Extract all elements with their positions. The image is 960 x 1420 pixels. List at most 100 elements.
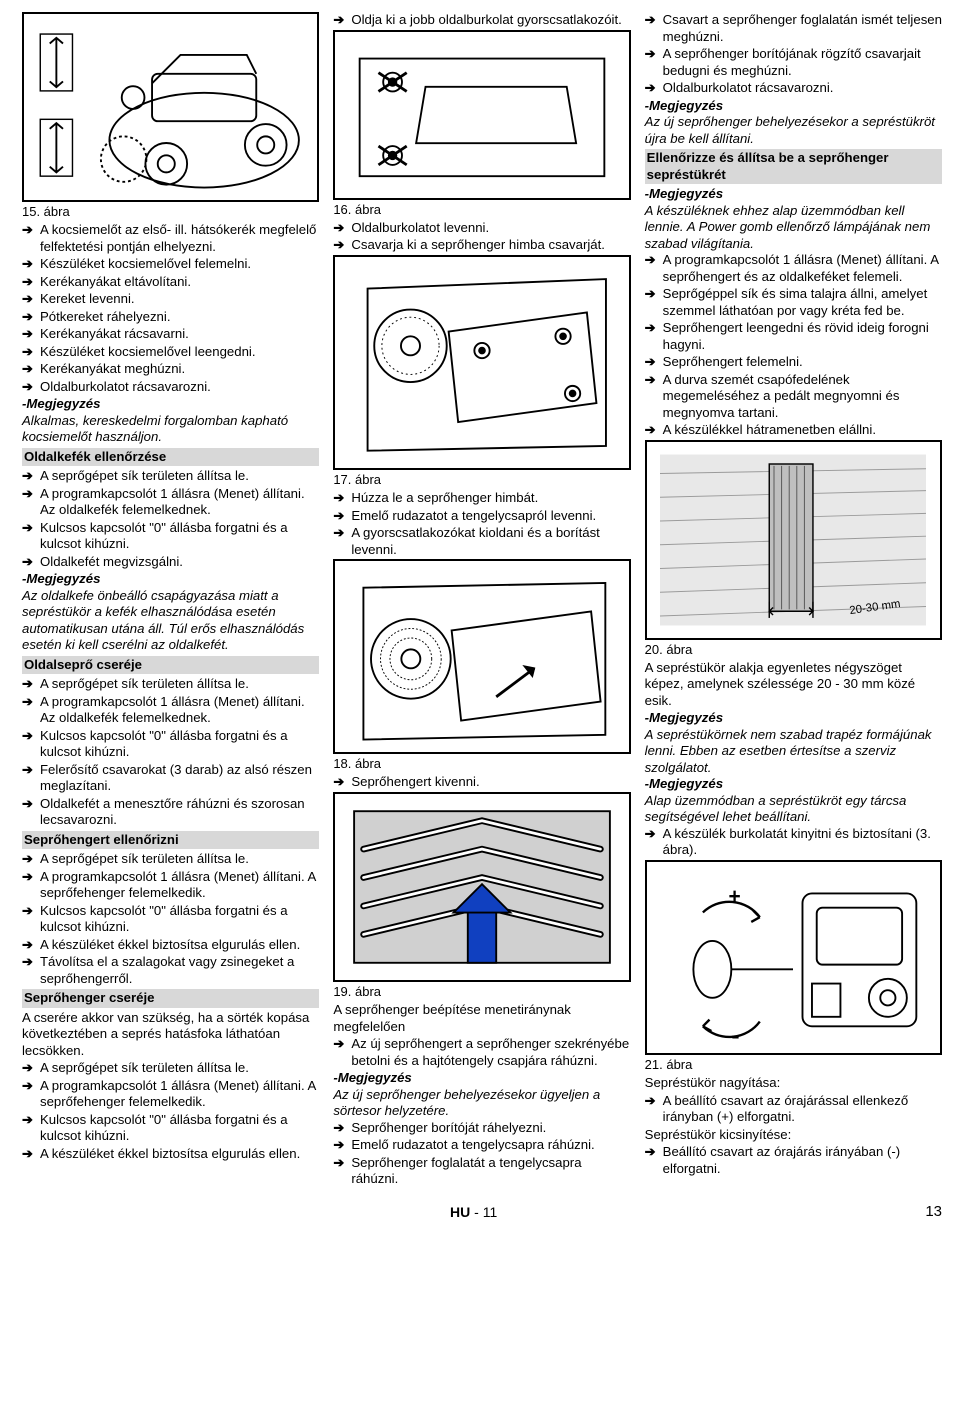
col2-top-steps: Oldja ki a jobb oldalburkolat gyorscsatl… <box>333 12 630 29</box>
note-body: Alap üzemmódban a sepréstükröt egy tárcs… <box>645 793 942 826</box>
note-body: A sepréstükörnek nem szabad trapéz formá… <box>645 727 942 777</box>
step: Oldalburkolatot levenni. <box>333 220 630 237</box>
fig20-text: A sepréstükör alakja egyenletes négyszög… <box>645 660 942 710</box>
note-label: -Megjegyzés <box>645 186 942 203</box>
seprohenger-cs-steps: A seprőgépet sík területen állítsa le. A… <box>22 1060 319 1162</box>
step: A seprőgépet sík területen állítsa le. <box>22 1060 319 1077</box>
step: Kulcsos kapcsolót "0" állásba forgatni é… <box>22 903 319 936</box>
note-label: -Megjegyzés <box>645 710 942 727</box>
shrink-steps: Beállító csavart az órajárás irányában (… <box>645 1144 942 1177</box>
fig17-caption: 17. ábra <box>333 472 630 488</box>
step: Kerékanyákat eltávolítani. <box>22 274 319 291</box>
note-label: -Megjegyzés <box>645 98 942 115</box>
step: A készülékkel hátramenetben elállni. <box>645 422 942 439</box>
fig16-caption: 16. ábra <box>333 202 630 218</box>
step: A programkapcsolót 1 állásra (Menet) áll… <box>22 869 319 902</box>
step: A programkapcsolót 1 állásra (Menet) áll… <box>22 694 319 727</box>
col3-top-steps: Csavart a seprőhenger foglalatán ismét t… <box>645 12 942 97</box>
heading-oldalsepro: Oldalseprő cseréje <box>22 656 319 675</box>
step: Kulcsos kapcsolót "0" állásba forgatni é… <box>22 520 319 553</box>
step: A kocsiemelőt az első- ill. hátsókerék m… <box>22 222 319 255</box>
note-body: Az új seprőhenger behelyezésekor a sepré… <box>645 114 942 147</box>
fig15-steps: A kocsiemelőt az első- ill. hátsókerék m… <box>22 222 319 395</box>
step: A programkapcsolót 1 állásra (Menet) áll… <box>645 252 942 285</box>
step: Kerékanyákat meghúzni. <box>22 361 319 378</box>
fig18-steps: Seprőhengert kivenni. <box>333 774 630 791</box>
step: Készüléket kocsiemelővel leengedni. <box>22 344 319 361</box>
note-body: A készüléknek ehhez alap üzemmódban kell… <box>645 203 942 253</box>
figure-17 <box>333 255 630 470</box>
step: Seprőhengert kivenni. <box>333 774 630 791</box>
step: Felerősítő csavarokat (3 darab) az alsó … <box>22 762 319 795</box>
step: Seprőhengert felemelni. <box>645 354 942 371</box>
svg-text:+: + <box>729 885 741 908</box>
step: Oldja ki a jobb oldalburkolat gyorscsatl… <box>333 12 630 29</box>
note-label: -Megjegyzés <box>22 396 319 413</box>
step: A seprőhenger borítójának rögzítő csavar… <box>645 46 942 79</box>
step: A programkapcsolót 1 állásra (Menet) áll… <box>22 486 319 519</box>
note-label: -Megjegyzés <box>22 571 319 588</box>
step: Oldalkefét a menesztőre ráhúzni és szoro… <box>22 796 319 829</box>
step: A seprőgépet sík területen állítsa le. <box>22 851 319 868</box>
step: A készüléket ékkel biztosítsa elgurulás … <box>22 937 319 954</box>
step: Kulcsos kapcsolót "0" állásba forgatni é… <box>22 728 319 761</box>
fig15-caption: 15. ábra <box>22 204 319 220</box>
step: Oldalkefét megvizsgálni. <box>22 554 319 571</box>
page-footer: HU - 11 13 <box>22 1203 942 1222</box>
note-label: -Megjegyzés <box>333 1070 630 1087</box>
step: Oldalburkolatot rácsavarozni. <box>645 80 942 97</box>
step: A seprőgépet sík területen állítsa le. <box>22 468 319 485</box>
step: Kulcsos kapcsolót "0" állásba forgatni é… <box>22 1112 319 1145</box>
step: Kerékanyákat rácsavarni. <box>22 326 319 343</box>
column-3: Csavart a seprőhenger foglalatán ismét t… <box>645 12 942 1189</box>
step: A durva szemét csapófedelének megemelésé… <box>645 372 942 422</box>
step: A seprőgépet sík területen állítsa le. <box>22 676 319 693</box>
step: A készüléket ékkel biztosítsa elgurulás … <box>22 1146 319 1163</box>
step: Pótkereket ráhelyezni. <box>22 309 319 326</box>
step: A beállító csavart az órajárással ellenk… <box>645 1093 942 1126</box>
step: Seprőgéppel sík és sima talajra állni, a… <box>645 286 942 319</box>
step: Távolítsa el a szalagokat vagy zsinegeke… <box>22 954 319 987</box>
footer-page-number: 13 <box>925 1203 942 1222</box>
heading-seprohenger-ell: Seprőhengert ellenőrizni <box>22 831 319 850</box>
note-body: Az oldalkefe önbeálló csapágyazása miatt… <box>22 588 319 654</box>
figure-20: 20-30 mm <box>645 440 942 640</box>
footer-center: HU - 11 <box>450 1204 497 1222</box>
shrink-label: Sepréstükör kicsinyítése: <box>645 1127 942 1144</box>
step: Seprőhengert leengedni és rövid ideig fo… <box>645 320 942 353</box>
open-steps: A készülék burkolatát kinyitni és biztos… <box>645 826 942 859</box>
svg-text:-: - <box>732 1022 740 1049</box>
enlarge-label: Sepréstükör nagyítása: <box>645 1075 942 1092</box>
footer-lang: HU <box>450 1204 470 1220</box>
footer-subpage: - 11 <box>474 1204 497 1220</box>
fig20-caption: 20. ábra <box>645 642 942 658</box>
step: Seprőhenger borítóját ráhelyezni. <box>333 1120 630 1137</box>
step: Seprőhenger foglalatát a tengelycsapra r… <box>333 1155 630 1188</box>
fig19-steps: Az új seprőhengert a seprőhenger szekrén… <box>333 1036 630 1069</box>
note-body: Alkalmas, kereskedelmi forgalomban kapha… <box>22 413 319 446</box>
step: Emelő rudazatot a tengelycsapra ráhúzni. <box>333 1137 630 1154</box>
fig19-caption: 19. ábra <box>333 984 630 1000</box>
fig16-steps: Oldalburkolatot levenni. Csavarja ki a s… <box>333 220 630 254</box>
step: Beállító csavart az órajárás irányában (… <box>645 1144 942 1177</box>
step: A készülék burkolatát kinyitni és biztos… <box>645 826 942 859</box>
step: Az új seprőhengert a seprőhenger szekrén… <box>333 1036 630 1069</box>
three-column-layout: 15. ábra A kocsiemelőt az első- ill. hát… <box>22 12 942 1189</box>
oldalkefek-steps: A seprőgépet sík területen állítsa le. A… <box>22 468 319 570</box>
step: Emelő rudazatot a tengelycsapról levenni… <box>333 508 630 525</box>
fig18-caption: 18. ábra <box>333 756 630 772</box>
figure-19 <box>333 792 630 982</box>
enlarge-steps: A beállító csavart az órajárással ellenk… <box>645 1093 942 1126</box>
col2-tail-steps: Seprőhenger borítóját ráhelyezni. Emelő … <box>333 1120 630 1188</box>
figure-21: + - <box>645 860 942 1055</box>
step: Készüléket kocsiemelővel felemelni. <box>22 256 319 273</box>
note-label: -Megjegyzés <box>645 776 942 793</box>
heading-seprohenger-cs: Seprőhenger cseréje <box>22 989 319 1008</box>
oldalsepro-steps: A seprőgépet sík területen állítsa le. A… <box>22 676 319 829</box>
col3-mid-steps: A programkapcsolót 1 állásra (Menet) áll… <box>645 252 942 439</box>
figure-18 <box>333 559 630 754</box>
heading-oldalkefek: Oldalkefék ellenőrzése <box>22 448 319 467</box>
fig19-intro: A seprőhenger beépítése menetiránynak me… <box>333 1002 630 1035</box>
note-body: Az új seprőhenger behelyezésekor ügyelje… <box>333 1087 630 1120</box>
step: Csavarja ki a seprőhenger himba csavarjá… <box>333 237 630 254</box>
